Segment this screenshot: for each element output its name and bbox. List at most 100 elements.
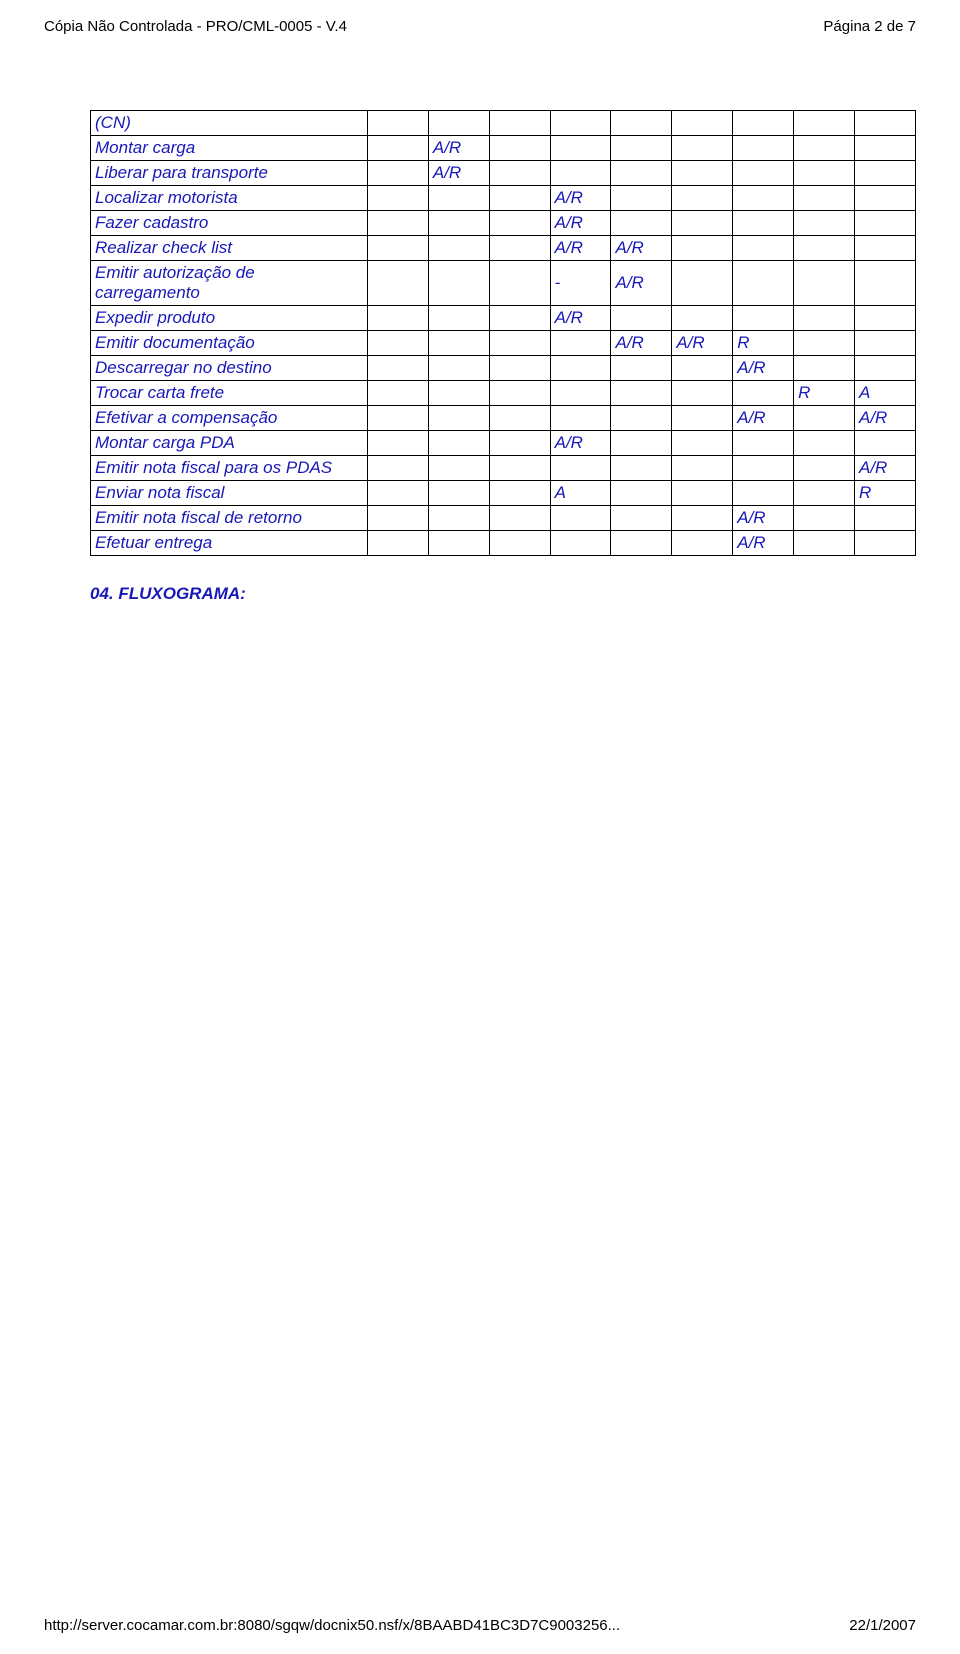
table-cell [733,236,794,261]
table-cell [367,306,428,331]
table-cell [489,211,550,236]
table-cell: A/R [550,431,611,456]
table-cell [367,331,428,356]
table-cell [367,136,428,161]
table-cell: A/R [550,306,611,331]
table-cell: A/R [611,236,672,261]
table-cell [854,531,915,556]
table-cell [733,381,794,406]
table-cell [672,431,733,456]
table-cell [367,481,428,506]
table-cell [489,506,550,531]
table-cell [794,431,855,456]
table-cell [550,406,611,431]
table-cell [489,531,550,556]
table-cell [794,306,855,331]
table-cell: Emitir documentação [91,331,368,356]
table-cell [854,431,915,456]
table-row: Emitir nota fiscal de retornoA/R [91,506,916,531]
page-footer: http://server.cocamar.com.br:8080/sgqw/d… [0,1617,960,1634]
footer-left: http://server.cocamar.com.br:8080/sgqw/d… [44,1617,620,1634]
table-cell [854,261,915,306]
table-cell [733,136,794,161]
table-cell: A/R [733,531,794,556]
table-cell [611,456,672,481]
table-cell [672,306,733,331]
table-cell [489,381,550,406]
table-cell [428,261,489,306]
table-cell [733,431,794,456]
table-cell: A/R [611,261,672,306]
table-cell [733,111,794,136]
table-cell [733,186,794,211]
table-cell [611,531,672,556]
table-row: Localizar motoristaA/R [91,186,916,211]
table-cell [672,186,733,211]
table-cell: A/R [733,506,794,531]
table-cell [428,431,489,456]
table-cell [794,236,855,261]
header-left: Cópia Não Controlada - PRO/CML-0005 - V.… [44,18,347,35]
table-cell: A/R [854,406,915,431]
table-cell [733,211,794,236]
table-cell [854,211,915,236]
table-cell [611,356,672,381]
table-cell [672,481,733,506]
table-cell [794,211,855,236]
table-cell [854,356,915,381]
table-cell [367,406,428,431]
table-cell [733,161,794,186]
table-cell [428,381,489,406]
table-cell [428,506,489,531]
table-cell: Emitir nota fiscal para os PDAS [91,456,368,481]
table-cell: Montar carga PDA [91,431,368,456]
table-cell [550,356,611,381]
table-row: Fazer cadastroA/R [91,211,916,236]
table-cell [367,531,428,556]
table-cell [428,331,489,356]
table-row: Emitir autorização de carregamento-A/R [91,261,916,306]
table-cell: Expedir produto [91,306,368,331]
table-cell: Trocar carta frete [91,381,368,406]
table-cell [489,136,550,161]
table-cell [794,186,855,211]
table-cell [428,481,489,506]
table-cell [611,506,672,531]
table-cell [854,186,915,211]
table-cell [611,111,672,136]
table-cell [428,531,489,556]
table-cell [489,306,550,331]
table-cell [489,161,550,186]
table-cell [611,136,672,161]
table-cell [854,236,915,261]
table-cell [672,506,733,531]
table-row: (CN) [91,111,916,136]
table-cell: R [854,481,915,506]
table-cell [367,211,428,236]
table-cell [854,136,915,161]
table-cell [550,331,611,356]
table-cell [428,356,489,381]
table-cell: A/R [733,406,794,431]
table-row: Emitir nota fiscal para os PDASA/R [91,456,916,481]
table-cell: A/R [428,161,489,186]
table-cell [611,306,672,331]
table-row: Descarregar no destinoA/R [91,356,916,381]
table-cell: A/R [550,236,611,261]
header-right: Página 2 de 7 [823,18,916,35]
table-row: Efetuar entrega A/R [91,531,916,556]
table-cell [428,236,489,261]
table-cell [367,236,428,261]
table-cell: A [550,481,611,506]
main-content: (CN)Montar cargaA/RLiberar para transpor… [90,110,916,604]
table-cell: Localizar motorista [91,186,368,211]
table-cell [367,161,428,186]
table-cell: Efetuar entrega [91,531,368,556]
table-cell: Liberar para transporte [91,161,368,186]
table-cell [611,431,672,456]
table-cell [794,136,855,161]
table-cell [854,331,915,356]
table-cell [367,356,428,381]
table-cell [611,211,672,236]
table-cell [428,306,489,331]
